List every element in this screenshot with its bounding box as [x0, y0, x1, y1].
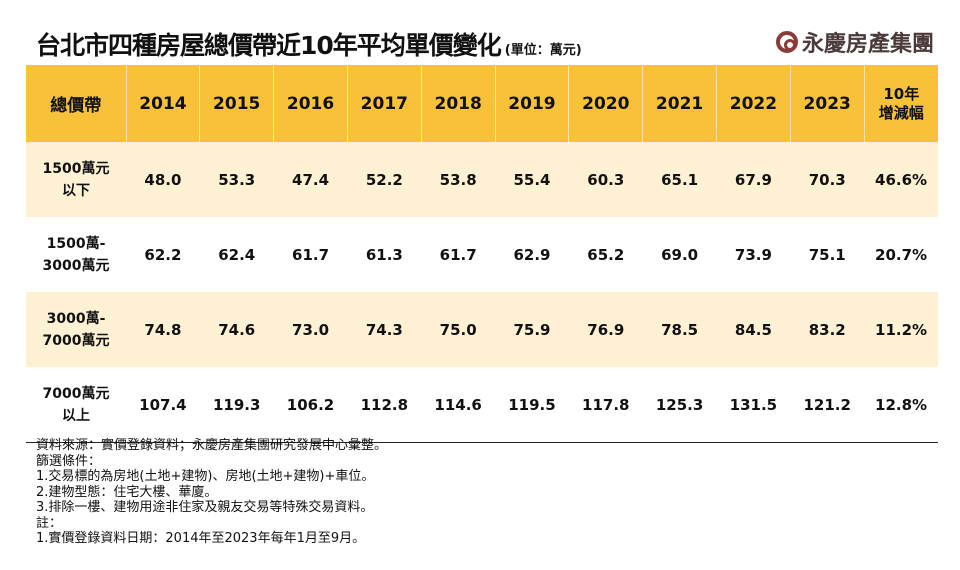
value-cell: 53.3 — [199, 142, 274, 217]
table-row: 3000萬- 7000萬元 74.8 74.6 73.0 74.3 75.0 75.9 76.9… — [26, 292, 938, 367]
value-cell: 119.3 — [212, 395, 261, 414]
value-cell: 119.5 — [508, 395, 556, 414]
column-header: 2023 — [790, 65, 865, 142]
value-cell: 47.4 — [273, 142, 348, 217]
note-line: 1.交易標的為房地(土地+建物)、房地(土地+建物)+車位。 — [36, 469, 375, 484]
value-cell: 69.0 — [661, 245, 699, 264]
note-line: 2.建物型態：住宅大樓、華廈。 — [36, 484, 218, 500]
column-header: 2019 — [495, 65, 570, 142]
value-cell: 62.9 — [513, 245, 551, 264]
column-header: 2017 — [347, 65, 422, 142]
value-cell: 11.2% — [864, 292, 938, 367]
value-cell: 65.2 — [587, 245, 625, 264]
value-cell: 60.3 — [568, 142, 643, 217]
brand-logo: 永慶房產集團 — [775, 26, 934, 58]
value-cell: 73.0 — [273, 292, 348, 367]
header-row: 總價帶 2014 2015 2016 2017 2018 2019 2020 2021 2022 2… — [26, 65, 938, 142]
price-band-cell: 1500萬- 3000萬元 — [42, 235, 110, 274]
value-cell: 78.5 — [642, 292, 717, 367]
value-cell: 75.0 — [421, 292, 496, 367]
table-row: 1500萬元 以下 48.0 53.3 47.4 52.2 53.8 55.4 60.3 65.1… — [26, 142, 938, 217]
table-row: 1500萬- 3000萬元 62.2 62.4 61.7 61.3 61.7 62.9 65.2… — [26, 217, 938, 292]
value-cell: 61.3 — [365, 245, 403, 264]
value-cell: 73.9 — [734, 245, 772, 264]
value-cell: 48.0 — [126, 142, 200, 217]
table-row: 7000萬元 以上 107.4 119.3 106.2 112.8 114.6 119.5 11… — [26, 367, 938, 443]
price-band-cell: 3000萬- 7000萬元 — [26, 292, 126, 367]
value-cell: 65.1 — [642, 142, 717, 217]
note-line: 註： — [36, 515, 63, 531]
value-cell: 46.6% — [864, 142, 938, 217]
logo-text: 永慶房產集團 — [801, 32, 934, 57]
column-header: 總價帶 — [26, 65, 127, 142]
price-band-cell: 1500萬元 以下 — [26, 142, 126, 217]
value-cell: 117.8 — [582, 395, 630, 414]
value-cell: 121.2 — [803, 395, 851, 414]
value-cell: 131.5 — [729, 395, 778, 414]
value-cell: 125.3 — [655, 395, 704, 414]
column-header: 2014 — [126, 65, 201, 142]
value-cell: 106.2 — [286, 395, 335, 414]
value-cell: 12.8% — [875, 395, 928, 414]
value-cell: 20.7% — [875, 245, 928, 264]
value-cell: 67.9 — [716, 142, 791, 217]
value-cell: 112.8 — [360, 395, 409, 414]
value-cell: 75.9 — [495, 292, 569, 367]
note-line: 3.排除一樓、建物用途非住家及親友交易等特殊交易資料。 — [36, 500, 374, 515]
value-cell: 61.7 — [292, 245, 330, 264]
value-cell: 74.6 — [199, 292, 274, 367]
note-line: 資料來源：實價登錄資料；永慶房產集團研究發展中心彙整。 — [36, 438, 388, 453]
column-header: 2018 — [421, 65, 496, 142]
column-header: 2021 — [642, 65, 717, 142]
footnotes: 資料來源：實價登錄資料；永慶房產集團研究發展中心彙整。 篩選條件： 1.交易標的為房… — [36, 438, 387, 547]
value-cell: 76.9 — [568, 292, 643, 367]
page-title: 台北市四種房屋總價帶近10年平均單價變化 (單位：萬元) — [36, 26, 582, 62]
value-cell: 74.3 — [347, 292, 422, 367]
value-cell: 61.7 — [439, 245, 477, 264]
title-text: 台北市四種房屋總價帶近10年平均單價變化 — [36, 31, 502, 60]
column-header: 2015 — [199, 65, 275, 142]
column-header: 10年 增減幅 — [864, 65, 938, 142]
column-header: 2020 — [568, 65, 644, 142]
value-cell: 75.1 — [808, 245, 846, 264]
unit-label: (單位：萬元) — [504, 43, 582, 58]
value-cell: 107.4 — [139, 395, 187, 414]
column-header: 2016 — [273, 65, 348, 142]
value-cell: 55.4 — [495, 142, 569, 217]
note-line: 1.實價登錄資料日期：2014年至2023年每年1月至9月。 — [36, 531, 366, 546]
value-cell: 52.2 — [347, 142, 422, 217]
value-cell: 62.2 — [144, 245, 182, 264]
value-cell: 114.6 — [434, 395, 482, 414]
value-cell: 84.5 — [716, 292, 791, 367]
value-cell: 62.4 — [218, 245, 256, 264]
column-header: 2022 — [716, 65, 791, 142]
note-line: 篩選條件： — [36, 453, 102, 469]
value-cell: 83.2 — [790, 292, 865, 367]
price-table: 總價帶 2014 2015 2016 2017 2018 2019 2020 2021 2022 2… — [26, 65, 938, 443]
value-cell: 70.3 — [790, 142, 865, 217]
price-band-cell: 7000萬元 以上 — [42, 385, 110, 424]
value-cell: 53.8 — [421, 142, 496, 217]
logo-icon — [775, 31, 798, 53]
value-cell: 74.8 — [126, 292, 200, 367]
